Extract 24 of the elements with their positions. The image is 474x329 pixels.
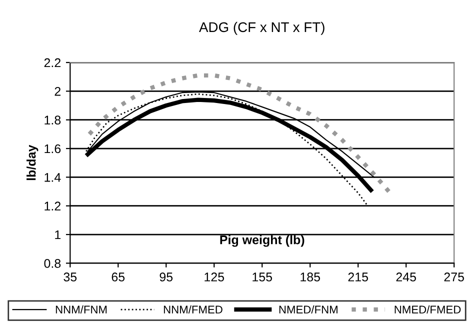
y-tick-label: 1.4: [44, 173, 61, 182]
y-axis-title: lb/day: [26, 144, 38, 180]
x-tick-label: 35: [64, 272, 77, 282]
x-tick-label: 275: [444, 272, 464, 282]
y-tick-label: 1.6: [44, 144, 61, 154]
x-tick-label: 65: [112, 272, 125, 282]
y-tick-label: 1.8: [44, 116, 61, 124]
legend-label: NNM/FNM: [56, 305, 107, 314]
y-tick-label: 2.2: [44, 58, 60, 68]
x-tick-label: 245: [396, 272, 416, 282]
y-tick-label: 1: [55, 230, 61, 240]
legend-label: NMED/FNM: [279, 305, 338, 314]
x-tick-label: 155: [252, 272, 272, 282]
y-tick-label: 1.2: [44, 202, 60, 210]
legend-label: NNM/FMED: [164, 305, 222, 314]
y-tick-label: 2: [54, 86, 60, 96]
legend-label: NMED/FMED: [394, 305, 461, 314]
y-tick-label: 0.8: [44, 259, 61, 268]
x-tick-label: 95: [160, 272, 173, 282]
x-tick-label: 125: [204, 272, 224, 282]
x-tick-label: 215: [348, 272, 368, 282]
chart-title: ADG (CF x NT x FT): [199, 22, 324, 35]
x-tick-label: 185: [300, 272, 320, 282]
x-axis-title: Pig weight (lb): [220, 235, 304, 247]
